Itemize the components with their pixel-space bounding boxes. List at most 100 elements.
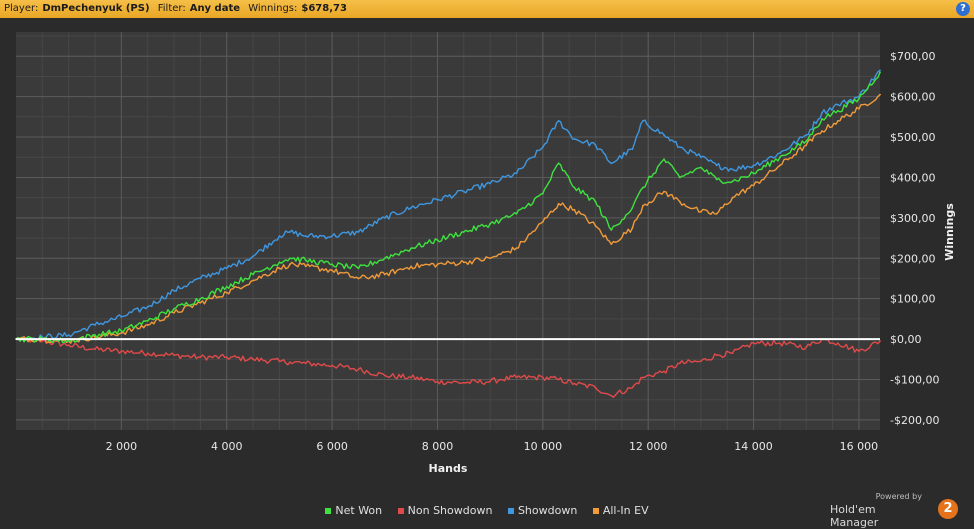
data-point-non-showdown — [631, 386, 634, 389]
data-point-showdown — [779, 152, 781, 155]
data-point-non-showdown — [41, 340, 44, 343]
data-point-net-won — [699, 166, 702, 169]
data-point-all-in-ev — [225, 291, 228, 294]
player-label: Player: — [4, 3, 39, 14]
data-point-net-won — [67, 340, 70, 343]
series-line-all-in-ev — [15, 94, 881, 344]
data-point-non-showdown — [289, 361, 291, 364]
data-point-showdown — [821, 111, 823, 114]
y-tick-label: $100,00 — [890, 293, 936, 306]
data-point-non-showdown — [541, 376, 544, 379]
data-point-showdown — [631, 148, 634, 151]
data-point-net-won — [94, 334, 96, 336]
data-point-all-in-ev — [331, 269, 333, 272]
data-point-all-in-ev — [731, 196, 734, 199]
data-point-all-in-ev — [278, 267, 281, 270]
data-point-all-in-ev — [410, 265, 413, 268]
data-point-non-showdown — [146, 352, 149, 355]
data-point-all-in-ev — [663, 190, 665, 193]
data-point-net-won — [331, 263, 333, 266]
data-point-showdown — [836, 103, 839, 106]
data-point-non-showdown — [610, 394, 613, 397]
x-tick-label: 4 000 — [211, 440, 243, 453]
data-point-showdown — [278, 235, 281, 237]
legend-item-all-in-ev[interactable]: All-In EV — [592, 504, 649, 518]
data-point-all-in-ev — [610, 243, 613, 246]
data-point-all-in-ev — [557, 202, 560, 205]
data-point-all-in-ev — [594, 225, 597, 227]
data-point-net-won — [821, 117, 823, 120]
data-point-net-won — [715, 178, 718, 181]
data-point-showdown — [304, 235, 307, 237]
data-point-all-in-ev — [304, 265, 307, 268]
data-point-net-won — [731, 180, 734, 183]
x-tick-label: 14 000 — [734, 440, 773, 453]
data-point-non-showdown — [779, 342, 781, 345]
y-tick-label: $200,00 — [890, 252, 936, 265]
y-tick-label: -$200,00 — [890, 414, 939, 427]
data-point-non-showdown — [699, 360, 702, 363]
legend-swatch — [507, 508, 514, 514]
data-point-non-showdown — [357, 368, 360, 371]
data-point-non-showdown — [94, 348, 96, 351]
data-point-all-in-ev — [499, 253, 502, 256]
data-point-net-won — [752, 172, 755, 175]
data-point-non-showdown — [752, 342, 755, 345]
data-point-showdown — [541, 146, 544, 149]
data-point-non-showdown — [331, 364, 333, 367]
data-point-non-showdown — [642, 376, 644, 379]
data-point-non-showdown — [879, 340, 881, 343]
data-point-all-in-ev — [541, 221, 544, 223]
data-point-net-won — [410, 247, 413, 250]
data-point-showdown — [805, 134, 808, 136]
data-point-non-showdown — [252, 358, 254, 361]
data-point-non-showdown — [304, 362, 307, 365]
data-point-non-showdown — [678, 362, 681, 365]
legend-item-non-showdown[interactable]: Non Showdown — [397, 504, 492, 518]
data-point-all-in-ev — [699, 210, 702, 213]
data-point-net-won — [462, 231, 465, 233]
data-point-all-in-ev — [573, 208, 576, 211]
legend-swatch — [397, 508, 404, 514]
data-point-net-won — [858, 97, 860, 100]
data-point-all-in-ev — [289, 263, 291, 266]
data-point-non-showdown — [594, 386, 597, 389]
data-point-all-in-ev — [752, 184, 755, 187]
brand-logo: Powered by Hold'em Manager 2 — [830, 492, 960, 529]
data-point-showdown — [499, 178, 502, 181]
data-point-net-won — [199, 297, 202, 300]
legend-item-showdown[interactable]: Showdown — [507, 504, 577, 518]
filter-value[interactable]: Any date — [189, 3, 241, 14]
help-icon[interactable]: ? — [956, 2, 970, 16]
data-point-net-won — [631, 206, 634, 209]
data-point-all-in-ev — [462, 261, 465, 264]
data-point-showdown — [642, 119, 644, 122]
data-point-all-in-ev — [357, 277, 360, 280]
series-line-showdown — [15, 69, 881, 342]
data-point-showdown — [489, 182, 492, 185]
data-point-showdown — [699, 156, 702, 159]
data-point-showdown — [357, 231, 360, 233]
data-point-net-won — [557, 162, 560, 165]
legend-item-net-won[interactable]: Net Won — [325, 504, 382, 518]
data-point-net-won — [642, 186, 644, 189]
data-point-all-in-ev — [805, 144, 808, 147]
data-point-net-won — [289, 257, 291, 260]
data-point-all-in-ev — [146, 324, 149, 326]
data-point-all-in-ev — [436, 263, 439, 266]
data-point-showdown — [436, 198, 439, 201]
brand-badge-icon: 2 — [938, 499, 958, 519]
y-tick-label: $600,00 — [890, 91, 936, 104]
data-point-all-in-ev — [678, 200, 681, 203]
data-point-net-won — [573, 186, 576, 189]
data-point-showdown — [715, 164, 718, 167]
data-point-non-showdown — [731, 352, 734, 355]
data-point-all-in-ev — [821, 130, 823, 132]
data-point-non-showdown — [858, 350, 860, 353]
data-point-showdown — [225, 267, 228, 270]
x-tick-label: 2 000 — [106, 440, 138, 453]
x-tick-label: 12 000 — [629, 440, 668, 453]
legend-label: Net Won — [335, 504, 383, 517]
data-point-net-won — [499, 218, 502, 221]
data-point-showdown — [752, 164, 755, 167]
